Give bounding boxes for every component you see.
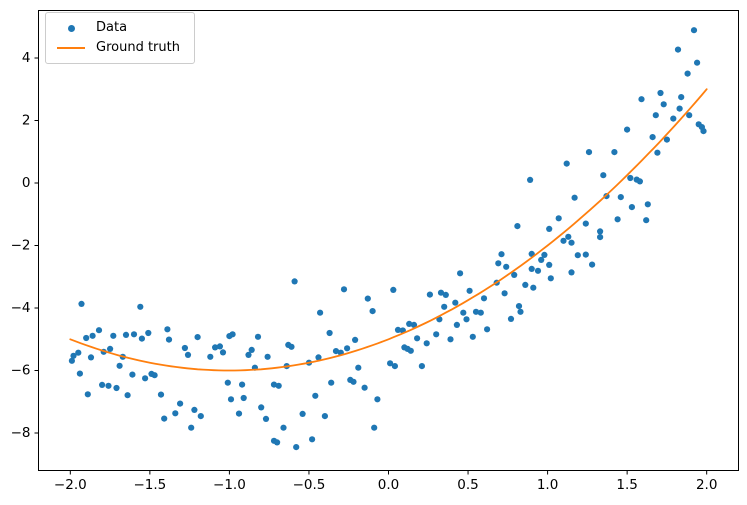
y-tick-label: 0	[22, 175, 31, 191]
y-tick-label: 2	[22, 113, 31, 129]
y-tick-label: −8	[11, 425, 31, 441]
y-axis: −8 −6 −4 −2 0 2 4	[11, 50, 39, 441]
legend-label-ground-truth: Ground truth	[96, 40, 180, 55]
ground-truth-curve	[69, 88, 708, 372]
x-tick-label: −1.5	[133, 477, 166, 493]
legend-marker-cell	[56, 46, 86, 50]
curve-line-icon	[57, 46, 85, 50]
scatter-points	[68, 27, 707, 451]
legend: Data Ground truth	[45, 12, 195, 64]
x-axis: −2.0 −1.5 −1.0 −0.5 0.0 0.5 1.0 1.5 2.0	[54, 470, 717, 493]
x-tick-label: −0.5	[293, 477, 326, 493]
x-tick-label: 1.5	[616, 477, 637, 493]
legend-marker-cell	[56, 24, 86, 32]
y-tick-label: −6	[11, 363, 31, 379]
legend-label-data: Data	[96, 20, 128, 35]
x-tick-label: −2.0	[54, 477, 87, 493]
x-tick-label: 1.0	[537, 477, 558, 493]
x-tick-label: −1.0	[213, 477, 246, 493]
scatter-dot-icon	[67, 24, 75, 32]
plot-spines	[38, 10, 739, 471]
x-tick-label: 0.5	[457, 477, 478, 493]
x-tick-label: 0.0	[378, 477, 399, 493]
y-tick-label: −4	[11, 300, 31, 316]
x-tick-label: 2.0	[696, 477, 717, 493]
legend-entry-data: Data	[56, 18, 194, 38]
y-tick-label: −2	[11, 238, 31, 254]
y-tick-label: 4	[22, 50, 31, 66]
legend-entry-ground-truth: Ground truth	[56, 38, 194, 58]
